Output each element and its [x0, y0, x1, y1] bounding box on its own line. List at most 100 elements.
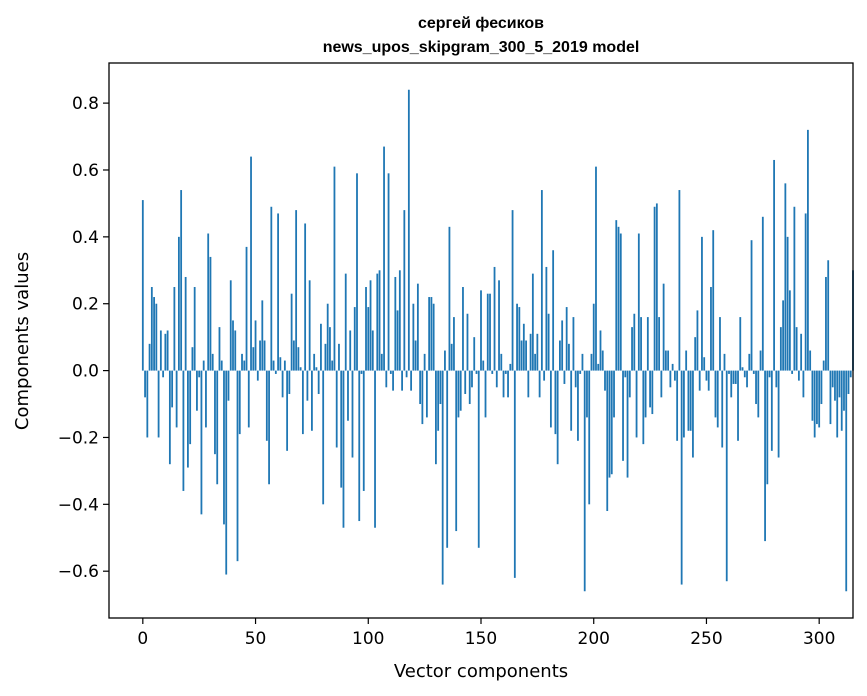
- bar-285: [784, 183, 787, 371]
- bar-257: [721, 370, 724, 448]
- bar-145: [468, 370, 471, 405]
- bar-26: [200, 370, 203, 515]
- bar-230: [660, 370, 663, 398]
- bar-34: [218, 327, 221, 371]
- bar-27: [202, 360, 205, 371]
- bar-307: [834, 370, 836, 401]
- bar-239: [680, 370, 683, 585]
- bar-133: [441, 370, 444, 585]
- bar-297: [811, 370, 814, 421]
- bar-60: [277, 213, 279, 371]
- bar-151: [482, 360, 485, 371]
- bar-32: [214, 370, 216, 455]
- bar-72: [304, 223, 307, 371]
- bar-50: [254, 320, 257, 371]
- bar-137: [450, 343, 453, 371]
- bar-312: [845, 370, 848, 592]
- bar-202: [597, 363, 600, 371]
- x-axis-ticks: 0 50 100 150 200 250 300: [137, 618, 835, 649]
- bar-265: [739, 317, 742, 371]
- y-axis-ticks: −0.6 −0.4 −0.2 0.0 0.2 0.4 0.6 0.8: [58, 94, 109, 582]
- bar-223: [644, 370, 647, 418]
- bar-89: [342, 370, 345, 528]
- bar-262: [732, 370, 735, 384]
- bar-180: [547, 313, 550, 371]
- bar-306: [831, 370, 834, 388]
- bar-289: [793, 206, 796, 371]
- bar-176: [538, 370, 541, 398]
- bar-62: [281, 370, 284, 398]
- bar-208: [610, 370, 613, 475]
- bar-292: [800, 333, 803, 371]
- bar-273: [757, 370, 760, 418]
- y-tick-label-6: 0.6: [72, 161, 99, 181]
- bar-120: [412, 303, 415, 371]
- bar-139: [455, 370, 458, 532]
- bar-150: [480, 290, 482, 371]
- bar-87: [338, 343, 340, 371]
- bar-20: [187, 370, 189, 468]
- bar-205: [604, 370, 606, 391]
- bar-1: [144, 370, 146, 398]
- bar-79: [320, 323, 322, 371]
- y-tick-label-7: 0.8: [72, 94, 99, 114]
- bar-24: [196, 370, 198, 411]
- bar-252: [710, 287, 712, 371]
- bar-279: [770, 370, 773, 451]
- bar-247: [698, 370, 701, 391]
- bar-66: [290, 293, 293, 371]
- bar-299: [816, 370, 818, 425]
- bar-108: [385, 370, 388, 388]
- bar-301: [820, 370, 823, 405]
- bar-300: [818, 370, 821, 428]
- bar-6: [155, 303, 158, 371]
- bar-167: [518, 307, 521, 371]
- bar-7: [157, 370, 160, 438]
- bar-37: [225, 370, 228, 575]
- bar-270: [750, 240, 753, 371]
- plot-frame: [108, 62, 854, 619]
- bar-98: [362, 370, 365, 491]
- bar-25: [198, 370, 201, 378]
- bar-295: [807, 129, 809, 371]
- bar-286: [786, 236, 789, 371]
- bar-304: [827, 260, 830, 371]
- bar-125: [423, 353, 426, 371]
- bar-129: [432, 303, 435, 371]
- bar-168: [520, 340, 523, 371]
- bar-275: [761, 216, 764, 371]
- bar-143: [464, 370, 467, 394]
- bar-28: [205, 370, 207, 428]
- bar-57: [270, 206, 273, 371]
- bar-122: [416, 283, 419, 371]
- bar-109: [387, 173, 390, 371]
- bar-54: [263, 340, 266, 371]
- bar-182: [552, 250, 555, 371]
- bar-186: [561, 320, 564, 371]
- bar-194: [579, 370, 582, 374]
- bar-2: [146, 370, 149, 438]
- bar-103: [374, 370, 376, 528]
- bar-195: [581, 353, 584, 371]
- bar-159: [500, 353, 503, 371]
- bar-196: [583, 370, 586, 592]
- bar-228: [655, 203, 658, 371]
- bar-162: [507, 370, 509, 398]
- y-axis-label: Components values: [12, 252, 33, 430]
- bar-246: [696, 310, 699, 371]
- bar-138: [453, 317, 455, 371]
- bar-134: [444, 350, 446, 371]
- x-tick-label-0: 0: [137, 629, 148, 649]
- bar-215: [626, 370, 629, 478]
- bar-170: [525, 340, 527, 371]
- bar-140: [457, 370, 460, 418]
- bar-68: [295, 210, 298, 371]
- bar-225: [649, 370, 651, 408]
- bar-88: [340, 370, 343, 488]
- bar-124: [421, 370, 424, 425]
- bar-249: [703, 357, 706, 371]
- bar-31: [211, 353, 214, 371]
- bar-90: [344, 273, 347, 371]
- bar-234: [669, 370, 672, 388]
- bar-231: [662, 283, 665, 371]
